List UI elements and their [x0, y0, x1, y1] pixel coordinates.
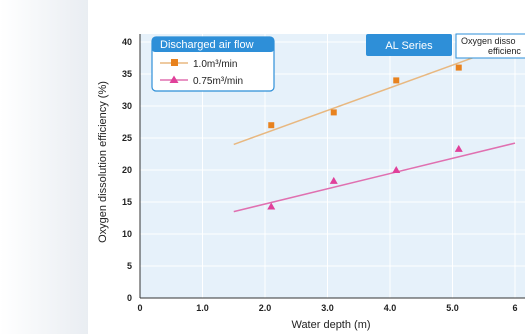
trend-lines [233, 50, 516, 213]
y-tick-label: 40 [122, 37, 132, 47]
x-axis-label: Water depth (m) [291, 319, 370, 331]
y-tick-label: 5 [127, 261, 132, 271]
data-point-series-1-4 [455, 64, 462, 71]
y-tick-label: 15 [122, 197, 132, 207]
x-tick-label: 0 [137, 303, 142, 313]
y-tick-labels: 0 5 10 15 20 25 30 35 40 [122, 37, 132, 303]
y-tick-label: 35 [122, 69, 132, 79]
data-point-series-1-2 [330, 109, 337, 116]
trend-line-series-1 [233, 50, 491, 146]
y-tick-label: 20 [122, 165, 132, 175]
legend-header [152, 37, 274, 52]
x-tick-labels: 0 1.0 2.0 3.0 4.0 5.0 6 [137, 303, 517, 313]
trend-line-series-2 [233, 142, 516, 213]
legend-marker-series-1 [171, 59, 178, 66]
series-tag-label: AL Series [385, 40, 433, 52]
x-tick-label: 5.0 [446, 303, 459, 313]
x-tick-label: 3.0 [321, 303, 334, 313]
data-point-series-2-1 [267, 202, 276, 210]
page-fade [0, 0, 88, 334]
callout-line-1: Oxygen disso [461, 36, 516, 46]
data-markers [267, 64, 463, 210]
data-point-series-2-3 [392, 166, 401, 173]
y-tick-label: 25 [122, 133, 132, 143]
x-tick-label: 2.0 [259, 303, 272, 313]
y-tick-label: 0 [127, 293, 132, 303]
legend-marker-series-2 [169, 75, 179, 83]
data-point-series-1-3 [393, 77, 400, 84]
data-point-series-1-1 [268, 122, 275, 129]
x-tick-label: 1.0 [196, 303, 209, 313]
y-axis-label: Oxygen dissolution efficiency (%) [97, 81, 109, 243]
series-tag: AL Series [366, 34, 452, 56]
x-tick-label: 6 [512, 303, 517, 313]
data-point-series-2-2 [329, 176, 338, 184]
legend-label-series-2: 0.75m³/min [193, 76, 243, 87]
callout: Oxygen disso efficienc [455, 33, 525, 59]
axes [139, 34, 525, 299]
legend-label-series-1: 1.0m³/min [193, 59, 237, 70]
legend-title: Discharged air flow [160, 39, 254, 51]
callout-box [455, 33, 525, 59]
legend: Discharged air flow 1.0m³/min 0.75m³/min [151, 36, 275, 92]
series-tag-box [366, 34, 452, 56]
callout-line-2: efficienc [488, 46, 521, 56]
x-tick-label: 4.0 [384, 303, 397, 313]
y-tick-label: 30 [122, 101, 132, 111]
y-tick-label: 10 [122, 229, 132, 239]
data-point-series-2-4 [454, 144, 463, 152]
